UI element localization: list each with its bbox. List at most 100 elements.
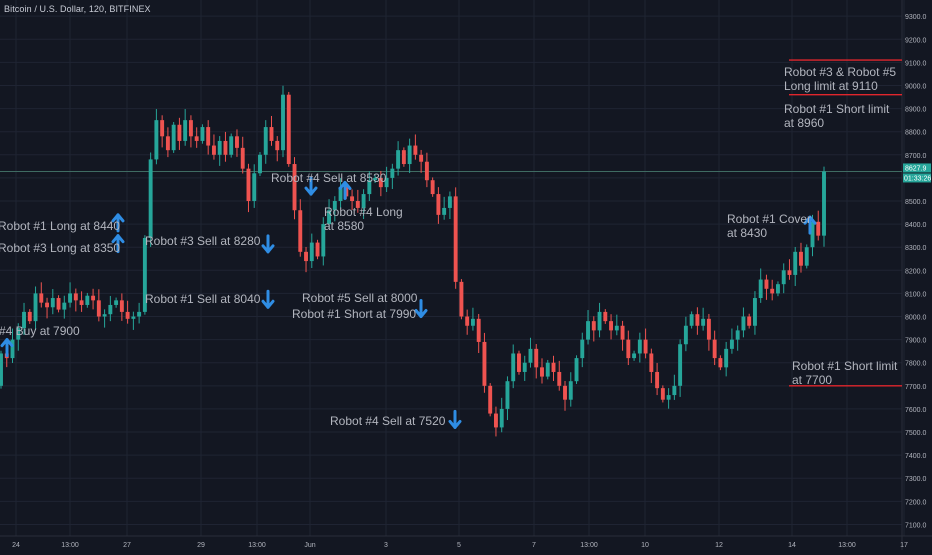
candle-body: [269, 127, 274, 141]
candle-body: [45, 302, 49, 308]
candle-body: [430, 180, 435, 195]
arrow-down-icon: [261, 289, 275, 309]
candle-body: [223, 140, 228, 155]
candle-body: [281, 94, 285, 151]
trade-annotation: Robot #1 Short limit at 7700: [792, 359, 898, 387]
candle-body: [56, 298, 61, 310]
x-tick-label: Jun: [304, 542, 315, 549]
candle-body: [764, 279, 769, 289]
candle-body: [154, 120, 159, 160]
candle-body: [493, 413, 498, 428]
candle-body: [321, 224, 326, 257]
candle-body: [286, 94, 291, 165]
candle-body: [511, 353, 516, 382]
candle-body: [793, 251, 798, 275]
candle-body: [206, 127, 211, 146]
candle-body: [465, 316, 470, 326]
x-tick-label: 12: [715, 542, 723, 549]
candle-body: [229, 136, 234, 155]
candle-body: [522, 362, 527, 372]
candle-body: [292, 164, 297, 211]
candle-body: [810, 221, 815, 248]
arrow-up-icon: [111, 213, 125, 233]
arrow-up-icon: [338, 181, 352, 201]
candle-body: [413, 145, 418, 155]
candle-body: [787, 270, 792, 275]
candle-body: [424, 161, 429, 181]
candle-body: [332, 201, 337, 211]
countdown-label: 01:33:26: [904, 175, 931, 182]
candle-body: [683, 325, 688, 345]
candle-body: [407, 145, 412, 165]
candle-body: [350, 196, 355, 201]
x-tick-label: 5: [457, 542, 461, 549]
candle-body: [482, 341, 487, 386]
candle-body: [476, 318, 481, 342]
candle-body: [240, 147, 245, 169]
trade-annotation: Robot #1 Long at 8440: [0, 219, 120, 233]
candle-body: [534, 348, 539, 368]
trade-annotation: Robot #5 Sell at 8000: [302, 291, 418, 305]
x-tick-label: 13:00: [248, 542, 266, 549]
candle-body: [309, 242, 314, 262]
arrow-up-icon: [803, 215, 817, 235]
y-tick-label: 9100.0: [905, 60, 927, 67]
candle-body: [137, 311, 142, 317]
trade-annotation: Robot #3 Long at 8350: [0, 241, 120, 255]
x-tick-label: 27: [123, 542, 131, 549]
candle-body: [557, 371, 562, 386]
candle-body: [447, 196, 452, 208]
candle-body: [517, 353, 521, 372]
candle-body: [401, 150, 406, 165]
candle-body: [528, 348, 533, 363]
y-tick-label: 8900.0: [905, 107, 927, 114]
candle-body: [73, 293, 78, 301]
candle-body: [442, 207, 447, 215]
y-tick-label: 8800.0: [905, 130, 927, 137]
arrow-up-icon: [0, 338, 14, 358]
candle-body: [741, 316, 746, 331]
trade-annotation: Robot #1 Short at 7990: [292, 307, 416, 321]
x-tick-label: 14: [788, 542, 796, 549]
candle-body: [752, 298, 757, 326]
trade-annotation: Robot #4 Sell at 7520: [330, 414, 446, 428]
candle-body: [102, 314, 107, 317]
candle-body: [804, 247, 809, 266]
candle-body: [632, 353, 637, 359]
candle-body: [378, 177, 383, 188]
x-tick-label: 17: [900, 542, 908, 549]
candle-body: [373, 177, 378, 181]
candle-body: [603, 311, 608, 322]
candle-body: [453, 196, 458, 282]
candle-body: [160, 120, 165, 137]
candle-body: [114, 300, 119, 305]
candle-body: [729, 339, 734, 349]
candle-body: [781, 270, 786, 285]
y-tick-label: 8100.0: [905, 291, 927, 298]
candle-body: [50, 298, 55, 308]
candle-body: [142, 237, 147, 312]
candle-body: [171, 124, 176, 151]
candle-body: [586, 321, 590, 340]
candle-body: [252, 173, 257, 201]
trade-annotation: Robot #3 & Robot #5 Long limit at 9110: [784, 65, 896, 93]
candle-body: [85, 295, 90, 305]
trade-annotation: Robot #1 Short limit at 8960: [784, 102, 890, 130]
x-tick-label: 24: [12, 542, 20, 549]
candle-body: [304, 251, 308, 262]
arrow-down-icon: [261, 234, 275, 254]
candle-body: [574, 358, 579, 382]
candle-body: [706, 318, 711, 340]
arrow-down-icon: [304, 176, 318, 196]
candle-body: [540, 367, 544, 377]
candle-body: [701, 318, 706, 326]
current-price-label: 8627.9: [905, 165, 927, 172]
arrow-down-icon: [448, 409, 462, 429]
trade-annotation: #4 Buy at 7900: [0, 324, 80, 338]
arrow-down-icon: [414, 299, 428, 319]
y-tick-label: 8400.0: [905, 222, 927, 229]
candle-body: [361, 194, 366, 208]
